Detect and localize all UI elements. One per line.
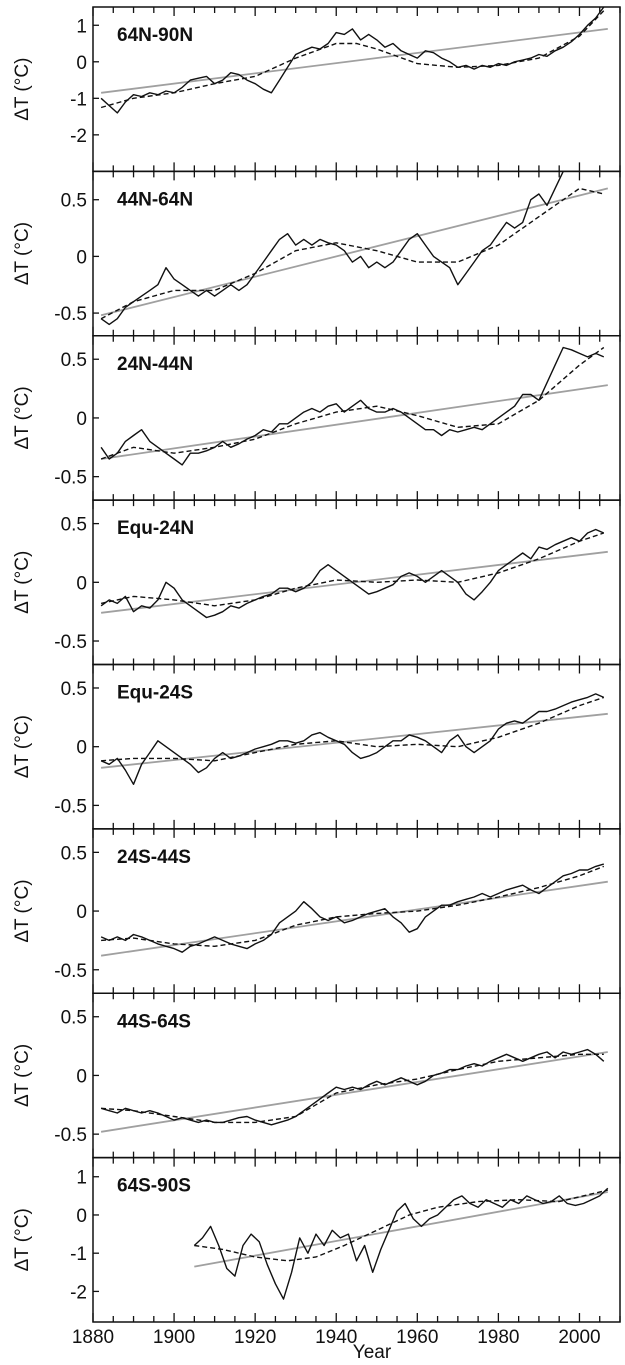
y-tick-label: 0 bbox=[76, 573, 87, 594]
series-group bbox=[100, 863, 608, 957]
series-group bbox=[100, 1048, 608, 1133]
y-tick-label: 0.5 bbox=[61, 1008, 87, 1029]
anomaly-line bbox=[100, 528, 605, 619]
smoothed-line bbox=[101, 865, 605, 948]
y-axis-label: ΔT (°C) bbox=[12, 1208, 33, 1271]
series-group bbox=[100, 346, 608, 466]
trend-line bbox=[100, 187, 609, 317]
panel-label: 64N-90N bbox=[117, 25, 193, 46]
y-axis-label: ΔT (°C) bbox=[12, 879, 33, 942]
y-tick-label: 0 bbox=[76, 738, 87, 759]
y-tick-label: -0.5 bbox=[54, 1125, 87, 1146]
y-tick-label: 0 bbox=[76, 53, 87, 74]
y-tick-label: 1 bbox=[76, 1168, 87, 1189]
panel-label: 44N-64N bbox=[117, 189, 193, 210]
trend-line bbox=[100, 384, 608, 460]
panel-label: 64S-90S bbox=[117, 1176, 191, 1197]
x-tick-label: 1920 bbox=[234, 1327, 276, 1348]
smoothed-line bbox=[100, 532, 605, 607]
y-tick-label: -0.5 bbox=[54, 796, 87, 817]
trend-line bbox=[100, 28, 608, 94]
panels-layer: 1 0 -1 -2 ΔT (°C) 64N-90N 0.5 0 -0.5 ΔT (°C) 44N-6… bbox=[12, 6, 621, 1348]
anomaly-line bbox=[100, 693, 605, 785]
series-group bbox=[100, 528, 608, 619]
y-tick-label: 0 bbox=[76, 1206, 87, 1227]
x-tick-label: 1960 bbox=[396, 1327, 438, 1348]
panel-label: 24S-44S bbox=[117, 847, 191, 868]
x-tick-label: 2000 bbox=[558, 1327, 600, 1348]
y-tick-label: -1 bbox=[70, 1244, 87, 1265]
panel-label: Equ-24S bbox=[117, 683, 193, 704]
y-tick-label: -0.5 bbox=[54, 468, 87, 489]
y-tick-label: 0.5 bbox=[61, 515, 87, 536]
panel-label: 44S-64S bbox=[117, 1011, 191, 1032]
y-tick-label: 0.5 bbox=[61, 679, 87, 700]
y-tick-label: 0.5 bbox=[61, 350, 87, 371]
panel-3: 0.5 0 -0.5 ΔT (°C) Equ-24N bbox=[12, 499, 621, 666]
smoothed-line bbox=[100, 346, 605, 460]
y-axis-label: ΔT (°C) bbox=[12, 222, 33, 285]
y-tick-label: 0 bbox=[76, 902, 87, 923]
y-axis-label: ΔT (°C) bbox=[12, 1044, 33, 1107]
y-axis-label: ΔT (°C) bbox=[12, 386, 33, 449]
smoothed-line bbox=[194, 1189, 608, 1262]
y-tick-label: 0.5 bbox=[61, 843, 87, 864]
trend-line bbox=[100, 880, 608, 957]
panel-label: Equ-24N bbox=[117, 518, 194, 539]
y-tick-label: -0.5 bbox=[54, 961, 87, 982]
panel-5: 0.5 0 -0.5 ΔT (°C) 24S-44S bbox=[12, 828, 621, 994]
anomaly-line bbox=[100, 1048, 605, 1126]
x-tick-label: 1980 bbox=[477, 1327, 519, 1348]
anomaly-line bbox=[193, 1187, 609, 1300]
panel-7: 1 0 -1 -2 ΔT (°C) 64S-90S bbox=[12, 1156, 621, 1323]
y-tick-label: -0.5 bbox=[54, 632, 87, 653]
y-tick-label: -1 bbox=[70, 89, 87, 110]
y-tick-label: -0.5 bbox=[54, 304, 87, 325]
y-tick-label: 0 bbox=[76, 247, 87, 268]
y-axis-label: ΔT (°C) bbox=[12, 715, 33, 778]
y-axis-label: ΔT (°C) bbox=[12, 58, 33, 121]
panel-2: 0.5 0 -0.5 ΔT (°C) 24N-44N bbox=[12, 335, 621, 501]
anomaly-line bbox=[100, 863, 604, 953]
y-tick-label: 0.5 bbox=[61, 191, 87, 212]
x-tick-label: 1880 bbox=[72, 1327, 114, 1348]
y-tick-label: -2 bbox=[70, 1282, 87, 1303]
series-group bbox=[193, 1187, 609, 1300]
x-axis-label: Year bbox=[353, 1342, 392, 1363]
x-tick-label: 1900 bbox=[153, 1327, 195, 1348]
trend-line bbox=[100, 550, 608, 614]
smoothed-line bbox=[100, 187, 604, 320]
y-tick-label: 0 bbox=[76, 409, 87, 430]
smoothed-line bbox=[101, 696, 605, 762]
y-axis-label: ΔT (°C) bbox=[12, 551, 33, 614]
series-group bbox=[100, 171, 609, 326]
y-tick-label: 0 bbox=[76, 1066, 87, 1087]
panel-label: 24N-44N bbox=[117, 354, 193, 375]
series-group bbox=[100, 693, 608, 785]
y-tick-label: -2 bbox=[70, 126, 87, 147]
x-tick-label: 1940 bbox=[315, 1327, 357, 1348]
panel-0: 1 0 -1 -2 ΔT (°C) 64N-90N bbox=[12, 6, 621, 173]
anomaly-line bbox=[100, 7, 605, 114]
series-group bbox=[100, 7, 608, 114]
anomaly-line bbox=[100, 346, 605, 466]
panel-1: 0.5 0 -0.5 ΔT (°C) 44N-64N bbox=[12, 170, 621, 337]
anomaly-line bbox=[100, 171, 565, 326]
trend-line bbox=[101, 712, 608, 769]
smoothed-line bbox=[100, 10, 605, 109]
y-tick-label: 1 bbox=[76, 16, 87, 37]
panel-6: 0.5 0 -0.5 ΔT (°C) 44S-64S bbox=[12, 992, 621, 1159]
panel-4: 0.5 0 -0.5 ΔT (°C) Equ-24S bbox=[12, 663, 621, 830]
